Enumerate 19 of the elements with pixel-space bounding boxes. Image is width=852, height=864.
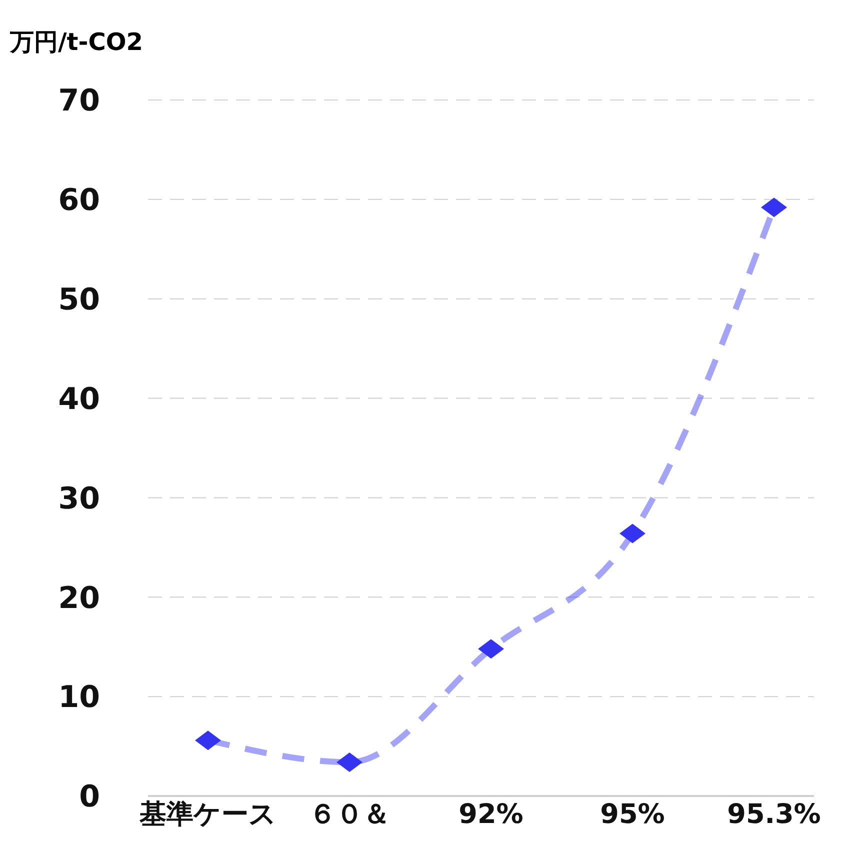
y-axis-title: 万円/t-CO2 (10, 27, 143, 58)
y-tick-label: 70 (58, 84, 100, 119)
x-tick-label: ６０＆ (309, 799, 390, 830)
y-tick-label: 20 (58, 580, 100, 616)
x-tick-label: 92% (458, 799, 524, 830)
y-tick-label: 60 (58, 183, 100, 218)
x-tick-label: 95% (600, 799, 665, 830)
point (761, 198, 787, 218)
point (336, 752, 362, 772)
y-tick-label: 50 (58, 282, 100, 318)
point (195, 730, 221, 750)
x-tick-label: 95.3% (727, 799, 821, 830)
x-tick-label: 基準ケース (138, 799, 276, 830)
y-tick-label: 0 (79, 780, 100, 815)
y-tick-label: 40 (58, 382, 100, 417)
y-tick-label: 10 (58, 680, 100, 716)
point (620, 524, 646, 544)
y-tick-label: 30 (58, 481, 100, 516)
point (478, 639, 504, 659)
